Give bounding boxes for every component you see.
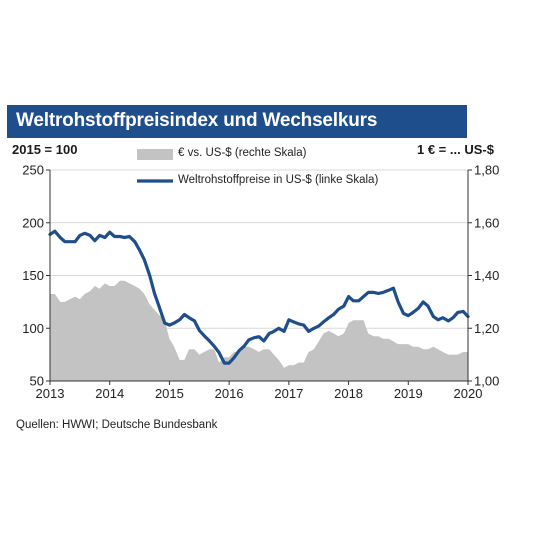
area-series-euro-usd — [50, 280, 468, 381]
line-series-layer — [48, 229, 470, 365]
x-axis-tick-label: 2018 — [334, 386, 363, 401]
right-axis-unit: 1 € = ... US-$ — [417, 142, 494, 157]
x-axis-tick-label: 2019 — [394, 386, 423, 401]
legend-swatch-area — [137, 149, 173, 160]
x-axis-tick-label: 2013 — [36, 386, 65, 401]
left-axis-tick-label: 50 — [30, 374, 44, 389]
left-axis-tick-label: 200 — [22, 215, 44, 230]
left-axis-tick-label: 250 — [22, 163, 44, 178]
title-bar — [7, 105, 467, 138]
right-axis-tick-label: 1,20 — [474, 321, 499, 336]
chart-title: Weltrohstoffpreisindex und Wechselkurs — [16, 110, 378, 131]
legend-swatches — [137, 149, 173, 183]
x-axis-tick-label: 2020 — [454, 386, 483, 401]
source-note: Quellen: HWWI; Deutsche Bundesbank — [16, 419, 218, 431]
x-axis-tick-label: 2015 — [155, 386, 184, 401]
line-series-commodity-prices — [48, 229, 470, 365]
left-axis-tick-label: 150 — [22, 268, 44, 283]
area-series-layer — [50, 280, 468, 381]
x-axis-tick-label: 2016 — [215, 386, 244, 401]
axes-layer: 250 200 150 100 50 1,80 1,60 1,40 1,20 1,00 2013 20… — [22, 163, 499, 402]
left-axis-unit: 2015 = 100 — [12, 142, 78, 157]
legend-label-line: Weltrohstoffpreise in US-$ (linke Skala) — [178, 174, 379, 186]
right-axis-tick-label: 1,40 — [474, 268, 499, 283]
x-axis-tick-label: 2017 — [274, 386, 303, 401]
legend-label-area: € vs. US-$ (rechte Skala) — [178, 147, 307, 159]
right-axis-tick-label: 1,60 — [474, 215, 499, 230]
left-axis-tick-label: 100 — [22, 321, 44, 336]
right-axis-tick-label: 1,80 — [474, 163, 499, 178]
right-axis-tick-label: 1,00 — [474, 374, 499, 389]
x-axis-tick-label: 2014 — [95, 386, 124, 401]
